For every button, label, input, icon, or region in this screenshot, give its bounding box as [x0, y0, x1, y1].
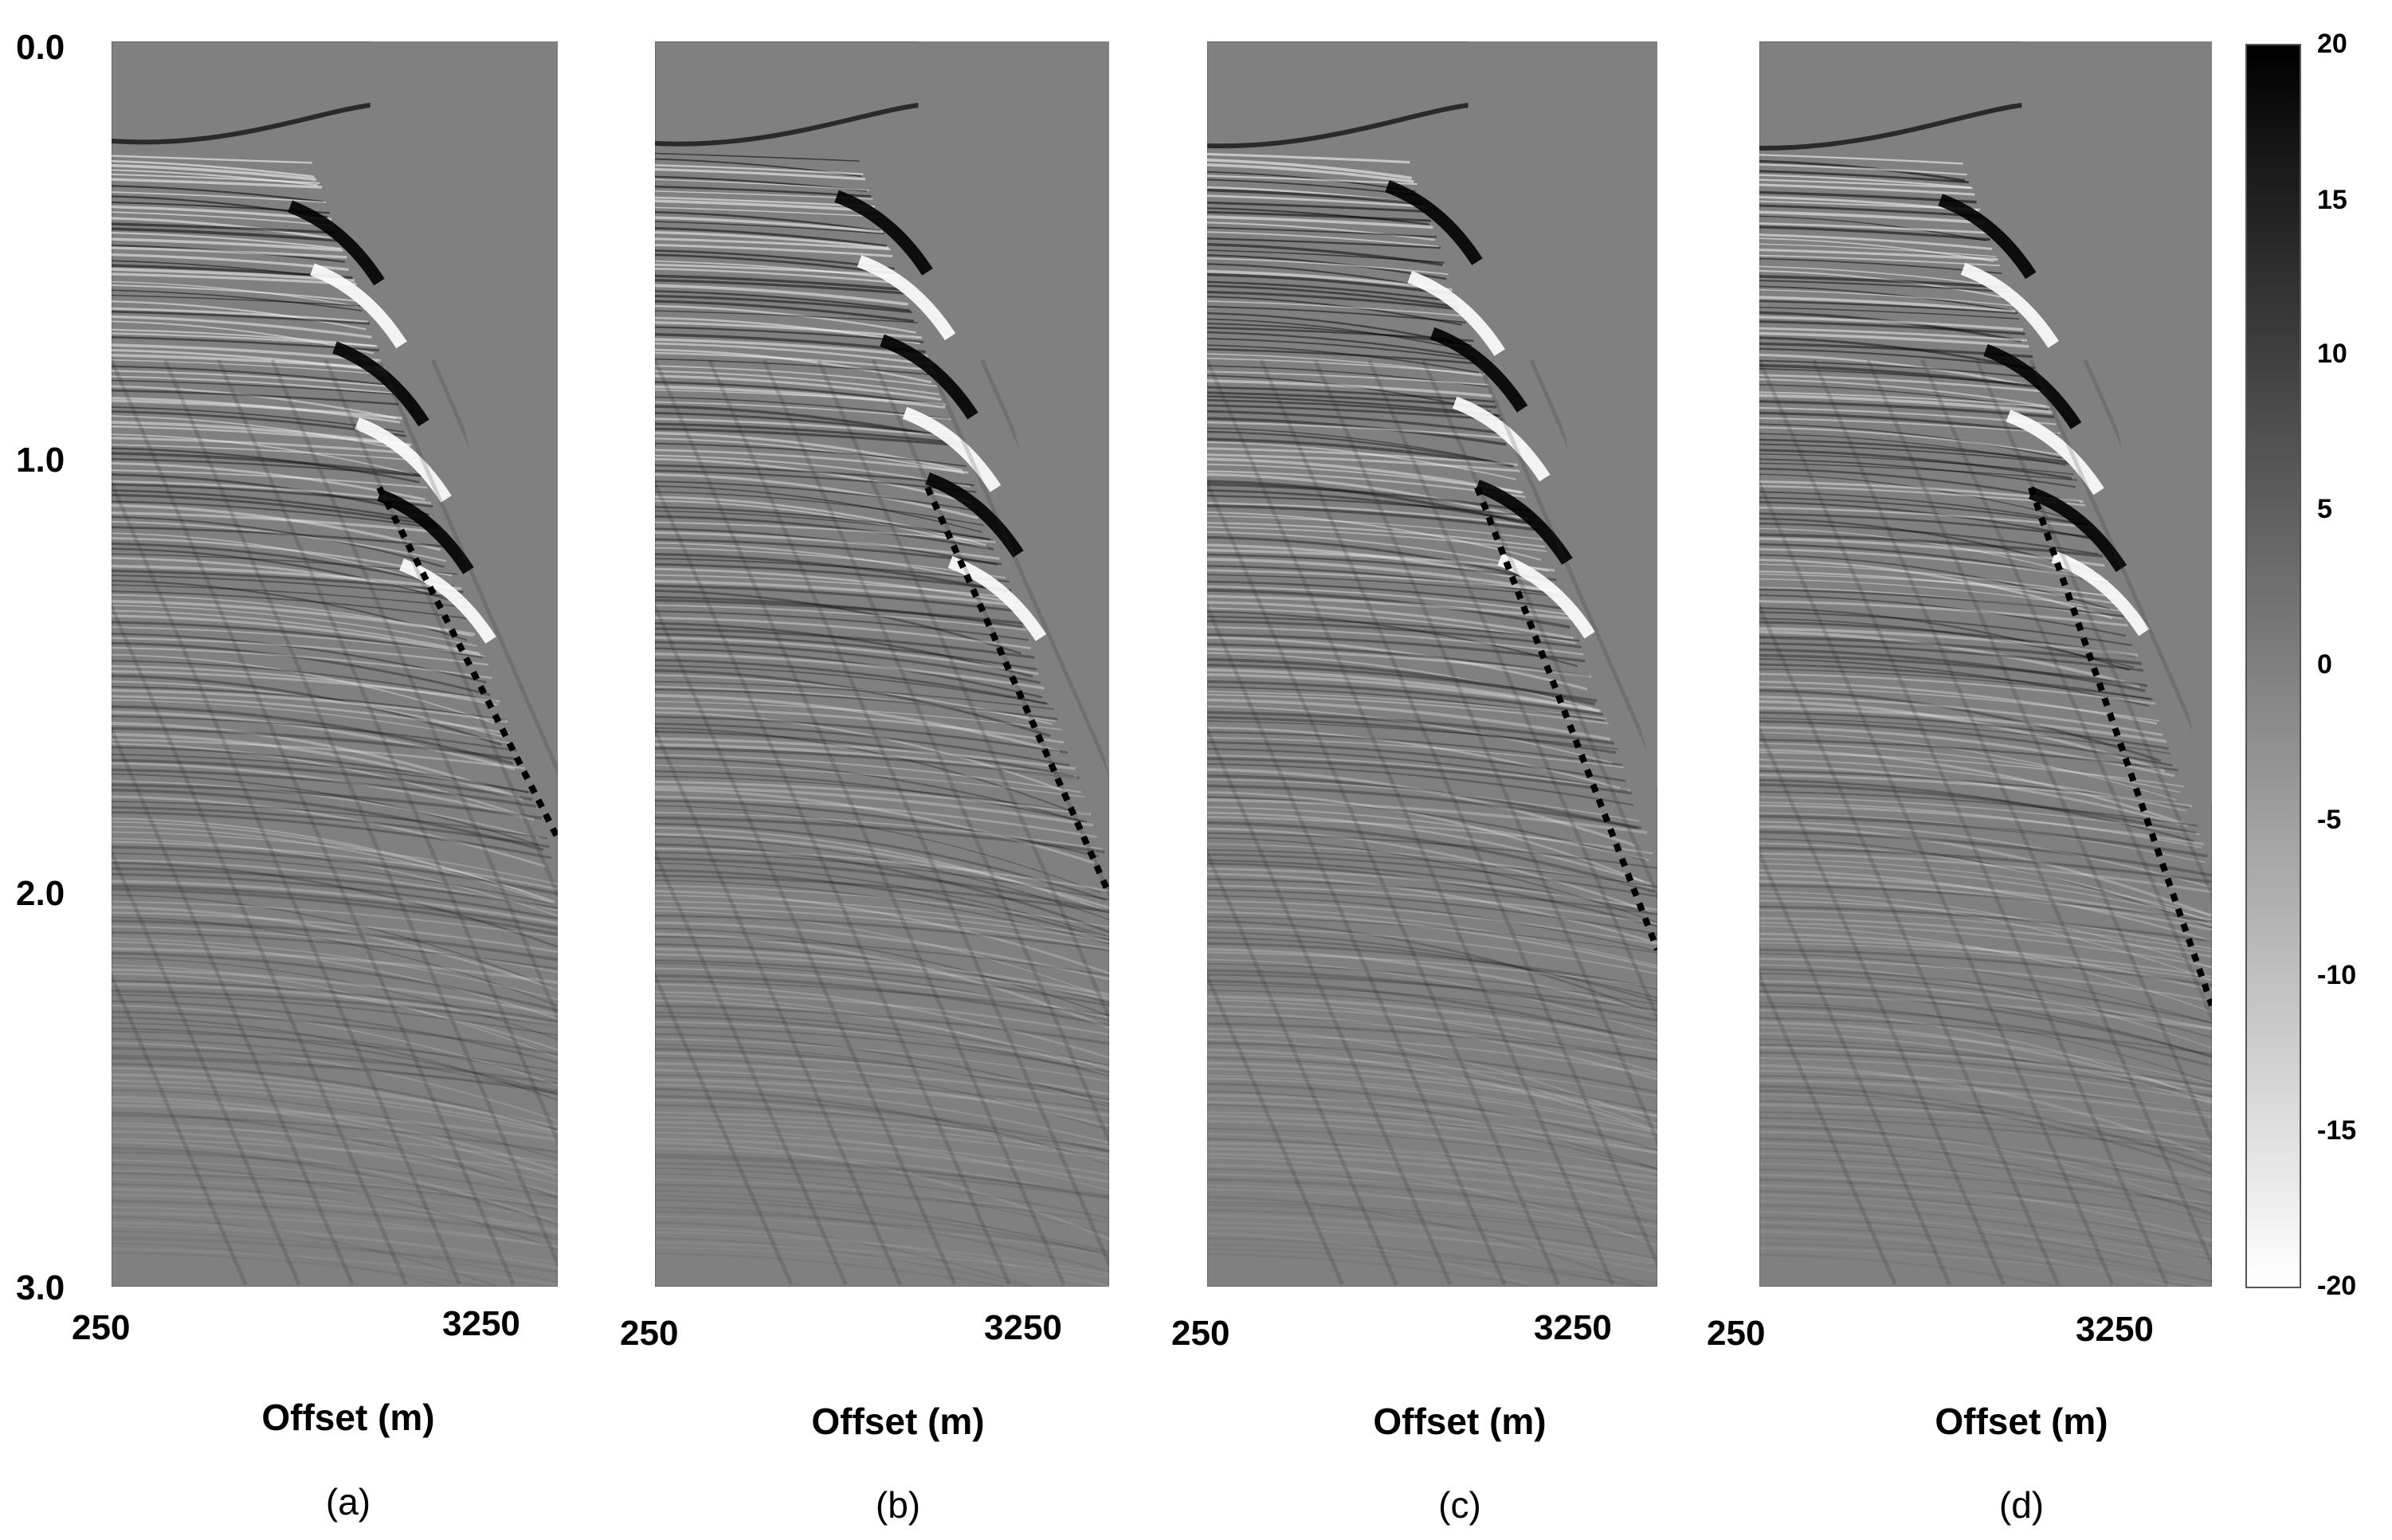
direct-arrival [655, 103, 920, 147]
colorbar-tick-label-20: 20 [2317, 29, 2347, 59]
y-tick-label-1: 1.0 [16, 441, 65, 480]
panel-label-c: (c) [1438, 1484, 1481, 1526]
direct-arrival [1759, 103, 2022, 151]
reflection-events [1207, 152, 1657, 1287]
strong-events [834, 190, 1047, 641]
seismic-panel-c [1207, 41, 1657, 1287]
x-axis-label-b: Offset (m) [811, 1401, 985, 1442]
colorbar-tick-label-0: 0 [2317, 649, 2332, 680]
y-tick-label-0: 0.0 [16, 28, 65, 67]
x-tick-start-c: 250 [1171, 1314, 1230, 1353]
colorbar-tick-label-15: 15 [2317, 185, 2347, 215]
strong-events [1938, 194, 2150, 637]
quiet-zone [1410, 41, 1657, 790]
dipping-noise [1207, 359, 1657, 1286]
x-axis-label-c: Offset (m) [1373, 1401, 1547, 1442]
seismic-panel-b [655, 41, 1109, 1287]
quiet-zone [1963, 41, 2212, 806]
colorbar-tick-label-10: 10 [2317, 339, 2347, 369]
direct-arrival [1207, 103, 1469, 149]
panel-label-d: (d) [1998, 1484, 2045, 1526]
colorbar [2245, 44, 2301, 1288]
panel-label-a: (a) [325, 1481, 371, 1522]
x-tick-end-d: 3250 [2076, 1310, 2154, 1349]
x-tick-start-b: 250 [620, 1314, 679, 1353]
dipping-noise [655, 359, 1109, 1286]
dipping-noise [112, 359, 558, 1285]
seismic-panel-a [112, 41, 558, 1287]
y-tick-label-3: 3.0 [16, 1268, 65, 1307]
colorbar-tick-label-5: 5 [2317, 494, 2332, 524]
direct-arrival [112, 103, 371, 145]
reflection-events [1759, 154, 2212, 1287]
colorbar-tick-label-m5: -5 [2317, 805, 2342, 835]
x-axis-label-a: Offset (m) [261, 1397, 435, 1438]
seismic-panel-d [1759, 41, 2212, 1287]
x-axis-label-d: Offset (m) [1935, 1401, 2108, 1442]
x-tick-start-d: 250 [1707, 1314, 1766, 1353]
y-tick-label-2: 2.0 [16, 874, 65, 913]
quiet-zone [312, 41, 558, 758]
x-tick-end-b: 3250 [984, 1308, 1062, 1347]
panel-label-b: (b) [875, 1484, 921, 1526]
x-tick-end-a: 3250 [442, 1304, 520, 1343]
x-tick-start-a: 250 [72, 1308, 131, 1347]
colorbar-tick-label-m15: -15 [2317, 1115, 2357, 1146]
strong-events [288, 200, 496, 644]
colorbar-tick-label-m10: -10 [2317, 960, 2357, 990]
quiet-zone [859, 41, 1109, 774]
strong-events [1385, 180, 1595, 639]
reflection-events [112, 155, 558, 1287]
colorbar-tick-label-m20: -20 [2317, 1271, 2357, 1301]
x-tick-end-c: 3250 [1534, 1308, 1612, 1347]
